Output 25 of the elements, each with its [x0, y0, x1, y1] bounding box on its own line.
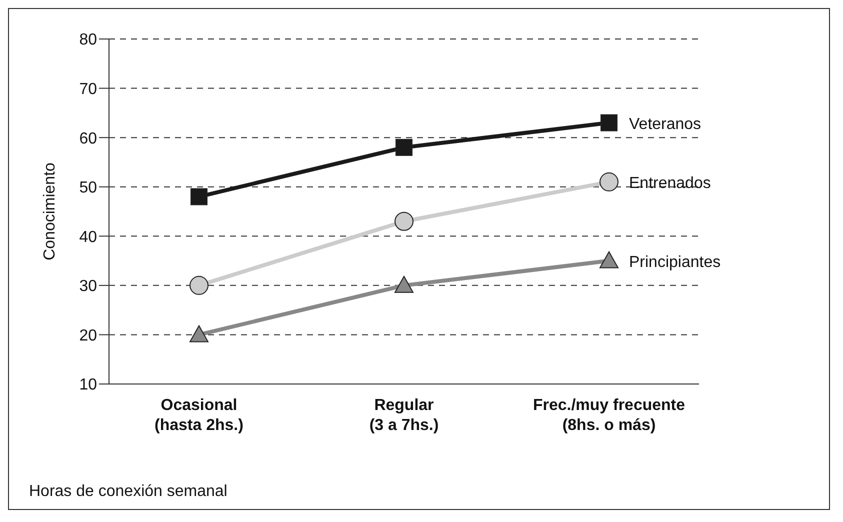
x-tick-label: Frec./muy frecuente (8hs. o más)	[532, 397, 686, 434]
point	[396, 138, 412, 156]
y-tick-label: 20	[79, 327, 98, 344]
y-tick-label: 40	[79, 228, 98, 246]
point	[394, 276, 414, 293]
series-label: Entrenados	[629, 174, 711, 192]
series-label: Principiantes	[629, 254, 721, 271]
y-tick-label: 10	[79, 376, 98, 394]
point	[600, 251, 618, 268]
x-tick-label: Regular (3 a 7hs.)	[369, 397, 439, 434]
point	[600, 114, 618, 132]
x-axis-title: Horas de conexión semanal	[29, 483, 228, 501]
point	[394, 212, 414, 231]
point	[190, 276, 208, 295]
point	[190, 325, 208, 342]
y-tick-label: 80	[79, 32, 98, 49]
y-tick-label: 70	[79, 80, 98, 98]
point	[190, 188, 208, 206]
series-label: Veteranos	[629, 116, 702, 133]
y-axis-title: Conocimiento	[42, 162, 59, 260]
y-tick-label: 50	[79, 180, 98, 197]
y-tick-label: 30	[79, 278, 98, 296]
point	[600, 172, 618, 192]
y-tick-label: 60	[79, 130, 98, 148]
x-tick-label: Ocasional (hasta 2hs.)	[154, 397, 244, 434]
